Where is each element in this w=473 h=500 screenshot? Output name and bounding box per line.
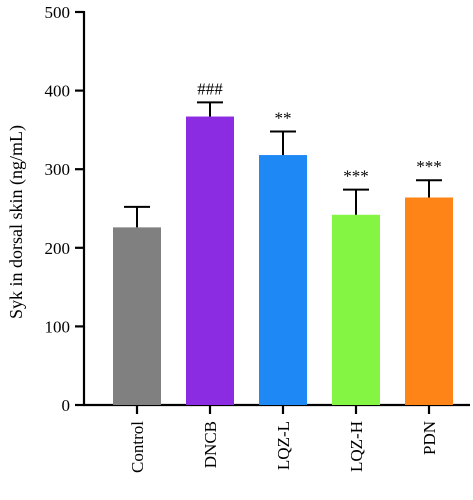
y-tick-label: 300 <box>45 160 71 179</box>
x-tick-label: LQZ-H <box>347 421 366 472</box>
x-tick-label: Control <box>128 421 147 473</box>
y-axis-title: Syk in dorsal skin (ng/mL) <box>6 125 27 319</box>
x-tick-label: PDN <box>420 421 439 455</box>
y-tick-label: 0 <box>62 396 71 415</box>
y-tick-label: 100 <box>45 317 71 336</box>
bar <box>259 155 307 405</box>
significance-labels: ###***** *** <box>197 79 442 185</box>
significance-label: ** <box>275 108 292 127</box>
x-axis: Control DNCB LQZ-L LQZ-H PDN <box>83 403 470 473</box>
bars <box>113 116 453 406</box>
bar <box>332 214 380 405</box>
y-axis: 0 100 200 300 400 500 <box>45 3 86 415</box>
x-tick-label: DNCB <box>201 421 220 468</box>
y-tick-label: 500 <box>45 3 71 22</box>
significance-label: *** <box>416 157 442 176</box>
bar <box>113 227 161 405</box>
y-tick-label: 400 <box>45 82 71 101</box>
x-tick-label: LQZ-L <box>274 421 293 470</box>
significance-label: ### <box>197 79 223 98</box>
bar <box>186 116 234 406</box>
error-bars <box>124 101 442 228</box>
bar <box>405 197 453 405</box>
y-tick-label: 200 <box>45 239 71 258</box>
significance-label: *** <box>343 167 369 186</box>
